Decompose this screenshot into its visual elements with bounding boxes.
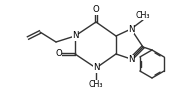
Text: N: N xyxy=(93,64,99,72)
Text: N: N xyxy=(72,32,78,41)
Text: CH₃: CH₃ xyxy=(136,11,150,20)
Text: O: O xyxy=(56,49,62,58)
Text: O: O xyxy=(93,6,99,14)
Text: N: N xyxy=(128,55,134,64)
Text: CH₃: CH₃ xyxy=(89,80,103,89)
Text: N: N xyxy=(128,25,134,33)
